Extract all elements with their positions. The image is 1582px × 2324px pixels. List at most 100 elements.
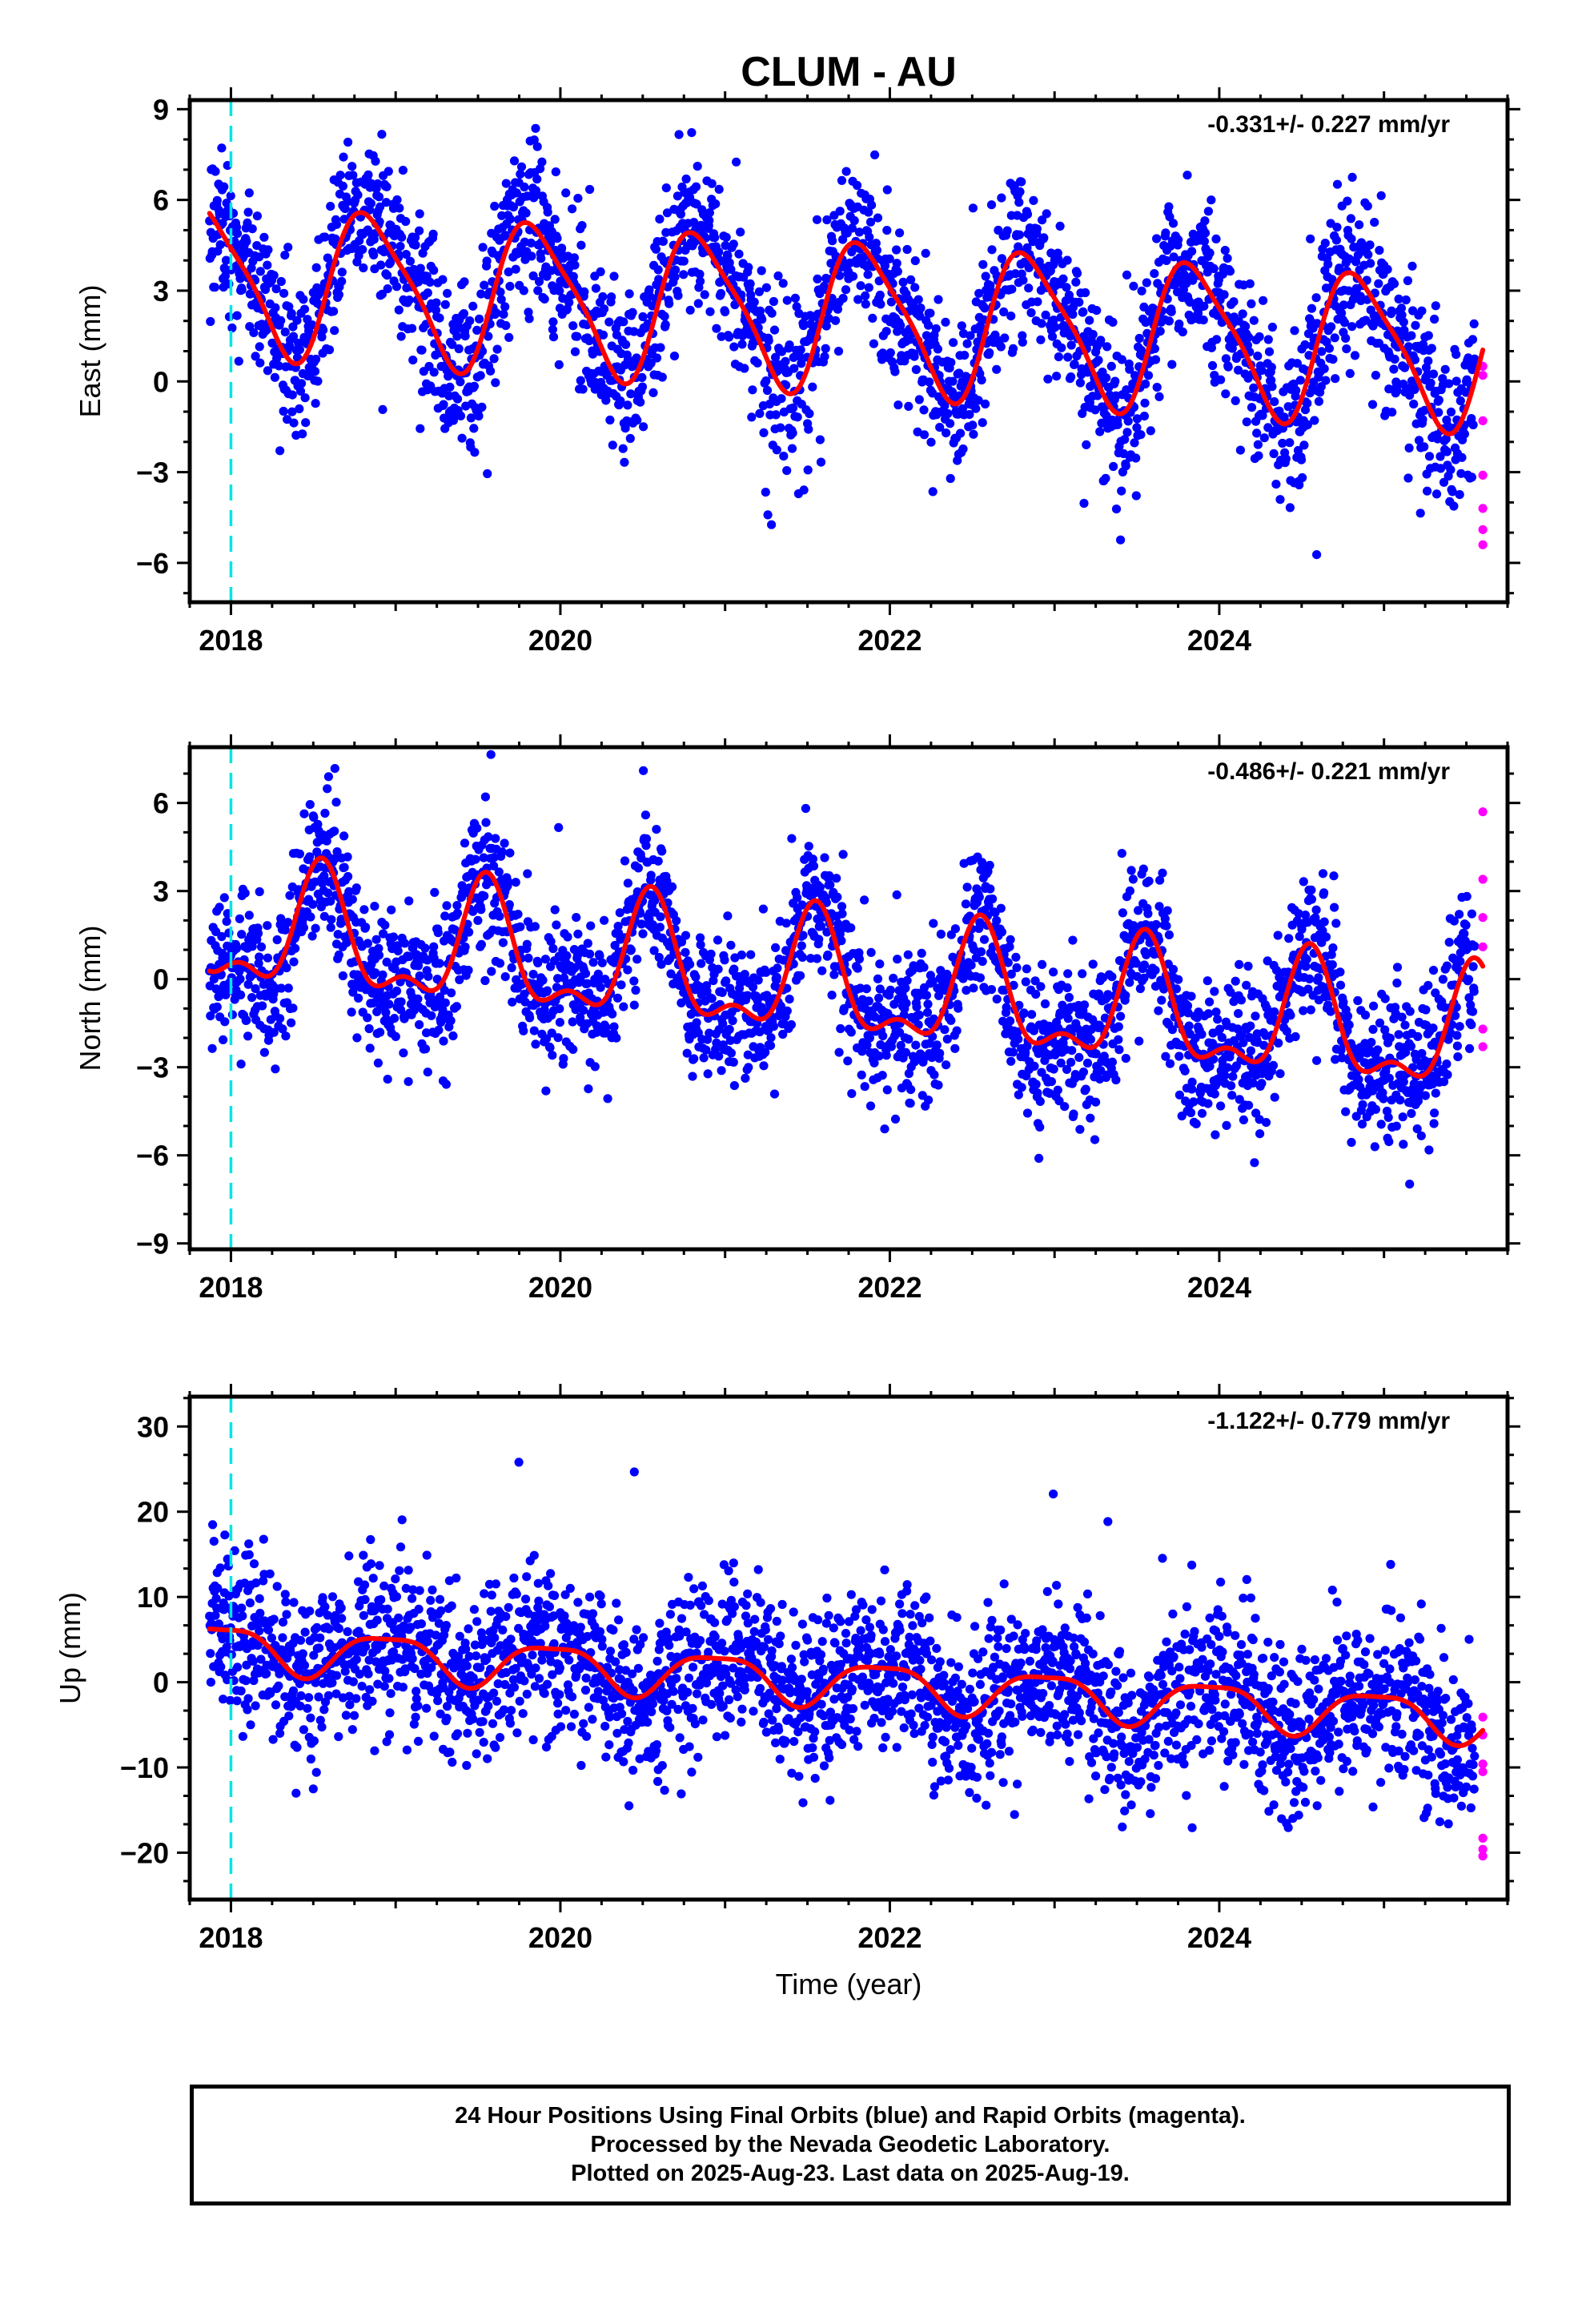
data-point [1207, 360, 1218, 371]
data-point [396, 332, 406, 341]
data-point [486, 750, 496, 759]
data-point [492, 344, 502, 354]
data-point [525, 1013, 535, 1023]
data-point [913, 295, 923, 304]
data-point [729, 1057, 738, 1067]
data-point [1134, 333, 1144, 344]
data-point [1319, 364, 1329, 373]
data-point [1227, 1081, 1236, 1091]
data-point [1366, 259, 1375, 268]
data-point [347, 1007, 356, 1017]
data-point [1017, 1083, 1026, 1092]
data-point [1006, 312, 1016, 321]
data-point [753, 358, 762, 368]
data-point [386, 258, 396, 267]
y-tick-label: −3 [136, 456, 169, 489]
data-point [326, 896, 335, 906]
data-point [559, 1054, 568, 1063]
data-point [242, 1015, 251, 1025]
data-point [500, 231, 510, 240]
data-point [1013, 1027, 1022, 1037]
data-point [1307, 304, 1316, 313]
data-point [838, 235, 848, 244]
data-point [531, 123, 540, 133]
data-point [854, 227, 864, 237]
data-point [285, 891, 295, 900]
data-point [987, 245, 997, 255]
data-point [378, 970, 387, 979]
data-point [480, 792, 491, 802]
data-point [1168, 219, 1178, 228]
data-point [1415, 509, 1425, 518]
data-point [270, 372, 279, 382]
data-point [553, 1033, 563, 1043]
data-point [965, 409, 974, 420]
data-point [986, 285, 995, 295]
data-point [585, 949, 595, 959]
data-point [243, 979, 253, 989]
data-point [1270, 397, 1279, 407]
rapid-point [1478, 371, 1488, 380]
data-point [916, 304, 926, 313]
data-point [253, 928, 263, 939]
data-point [1251, 1011, 1260, 1021]
data-point [758, 904, 769, 914]
data-point [337, 267, 347, 277]
data-point [658, 236, 669, 246]
data-point [821, 321, 831, 331]
data-point [343, 852, 352, 862]
data-point [224, 312, 235, 322]
data-point [1303, 420, 1312, 430]
data-point [234, 356, 243, 366]
data-point [295, 345, 304, 355]
data-point [454, 344, 464, 354]
data-point [370, 902, 379, 911]
data-point [1370, 218, 1379, 227]
data-point [251, 984, 260, 994]
data-point [1339, 300, 1348, 310]
data-point [1374, 279, 1383, 288]
data-point [1131, 491, 1141, 501]
data-point [869, 339, 878, 348]
data-point [636, 919, 646, 929]
data-point [861, 984, 871, 994]
data-point [1440, 364, 1450, 374]
data-point [792, 302, 801, 312]
data-point [1074, 1052, 1084, 1062]
data-point [705, 307, 715, 316]
data-point [263, 260, 272, 270]
data-point [285, 342, 295, 352]
data-point [295, 404, 304, 414]
data-point [997, 254, 1006, 263]
data-point [300, 393, 310, 403]
data-point [1209, 263, 1219, 273]
data-point [1434, 408, 1443, 417]
data-point [1152, 383, 1162, 392]
data-point [865, 217, 876, 227]
data-point [885, 254, 894, 263]
data-point [1419, 405, 1429, 415]
data-point [500, 838, 509, 848]
data-point [319, 911, 329, 921]
data-point [287, 407, 297, 416]
data-point [207, 1043, 217, 1053]
data-point [1469, 319, 1479, 328]
data-point [749, 297, 759, 307]
data-point [1363, 250, 1373, 259]
data-point [1186, 991, 1196, 1001]
data-point [1345, 368, 1355, 378]
data-point [220, 271, 230, 281]
data-point [786, 1019, 797, 1030]
data-point [969, 429, 978, 439]
data-point [793, 412, 802, 422]
data-point [682, 1048, 692, 1058]
data-point [425, 277, 435, 287]
data-point [548, 324, 558, 334]
data-point [771, 943, 781, 952]
data-point [1210, 987, 1219, 996]
data-point [696, 276, 705, 286]
data-point [910, 283, 920, 292]
data-point [966, 331, 975, 340]
data-point [486, 366, 496, 376]
data-point [797, 359, 806, 368]
